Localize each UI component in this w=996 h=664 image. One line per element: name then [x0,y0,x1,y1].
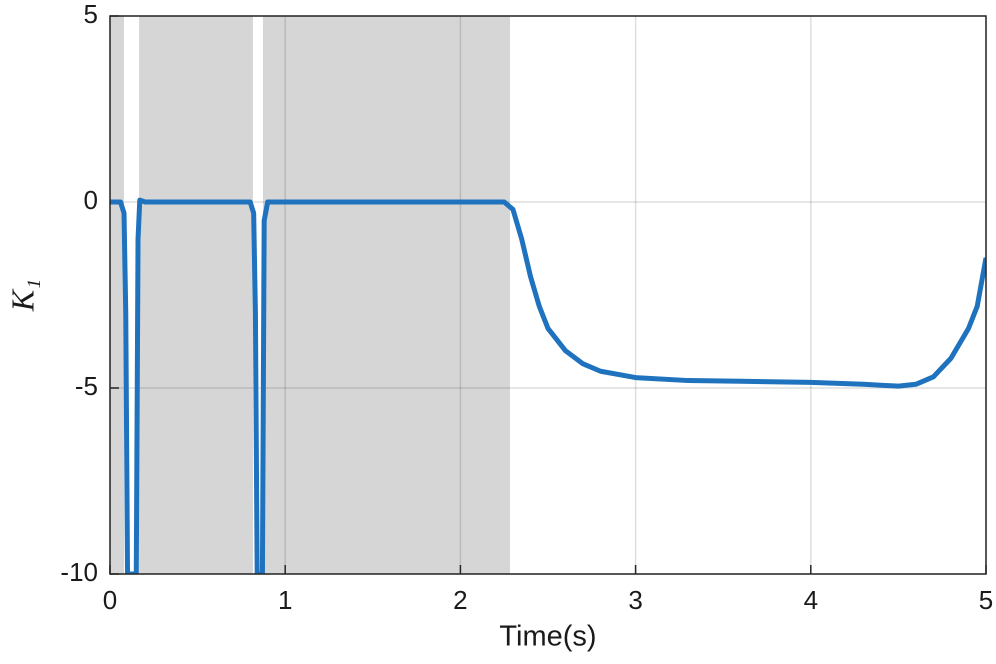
y-tick-label: -10 [60,557,98,587]
x-tick-label: 3 [628,585,642,615]
x-tick-label: 0 [103,585,117,615]
y-tick-label: 0 [84,185,98,215]
x-tick-label: 2 [453,585,467,615]
shaded-region [262,16,510,574]
y-axis-label: K₁ [4,279,40,312]
x-tick-label: 5 [979,585,993,615]
x-tick-label: 4 [804,585,818,615]
shaded-region [139,16,253,574]
x-axis-label: Time(s) [499,621,596,653]
data-line [110,197,986,574]
axes-box [109,15,987,575]
y-tick-label: -5 [75,371,98,401]
shaded-region [110,16,125,574]
y-tick-label: 5 [84,0,98,29]
x-tick-label: 1 [278,585,292,615]
